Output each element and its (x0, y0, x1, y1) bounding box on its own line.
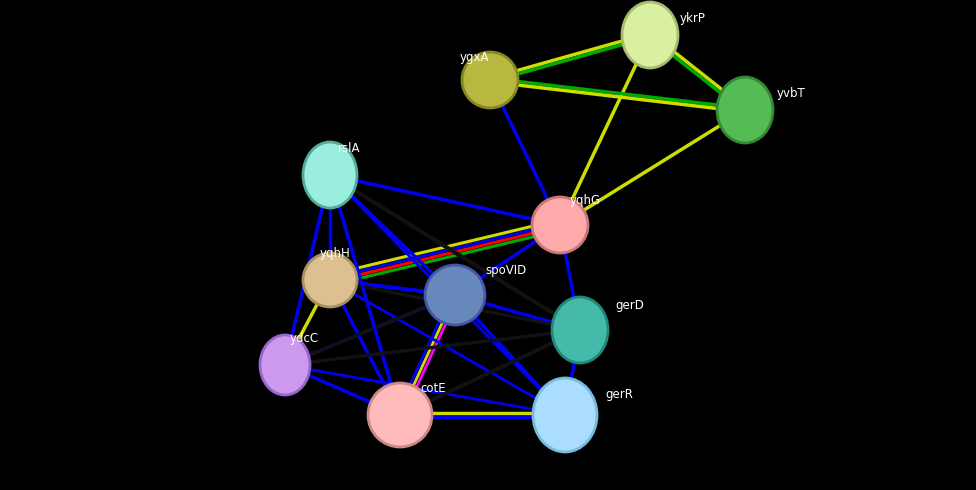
Text: spoVID: spoVID (485, 264, 526, 277)
Ellipse shape (717, 77, 773, 143)
Text: yqhG: yqhG (570, 194, 601, 207)
Ellipse shape (622, 2, 678, 68)
Text: gerR: gerR (605, 388, 632, 401)
Ellipse shape (368, 383, 432, 447)
Text: cotE: cotE (420, 382, 446, 395)
Ellipse shape (303, 142, 357, 208)
Ellipse shape (532, 197, 588, 253)
Ellipse shape (552, 297, 608, 363)
Ellipse shape (260, 335, 310, 395)
Ellipse shape (425, 265, 485, 325)
Text: gerD: gerD (615, 299, 644, 312)
Ellipse shape (533, 378, 597, 452)
Text: ygxA: ygxA (460, 51, 490, 64)
Text: yqhH: yqhH (320, 247, 350, 260)
Text: rslA: rslA (338, 142, 360, 155)
Ellipse shape (462, 52, 518, 108)
Text: ydcC: ydcC (290, 332, 319, 345)
Text: ykrP: ykrP (680, 12, 706, 25)
Text: yvbT: yvbT (777, 87, 806, 100)
Ellipse shape (303, 253, 357, 307)
